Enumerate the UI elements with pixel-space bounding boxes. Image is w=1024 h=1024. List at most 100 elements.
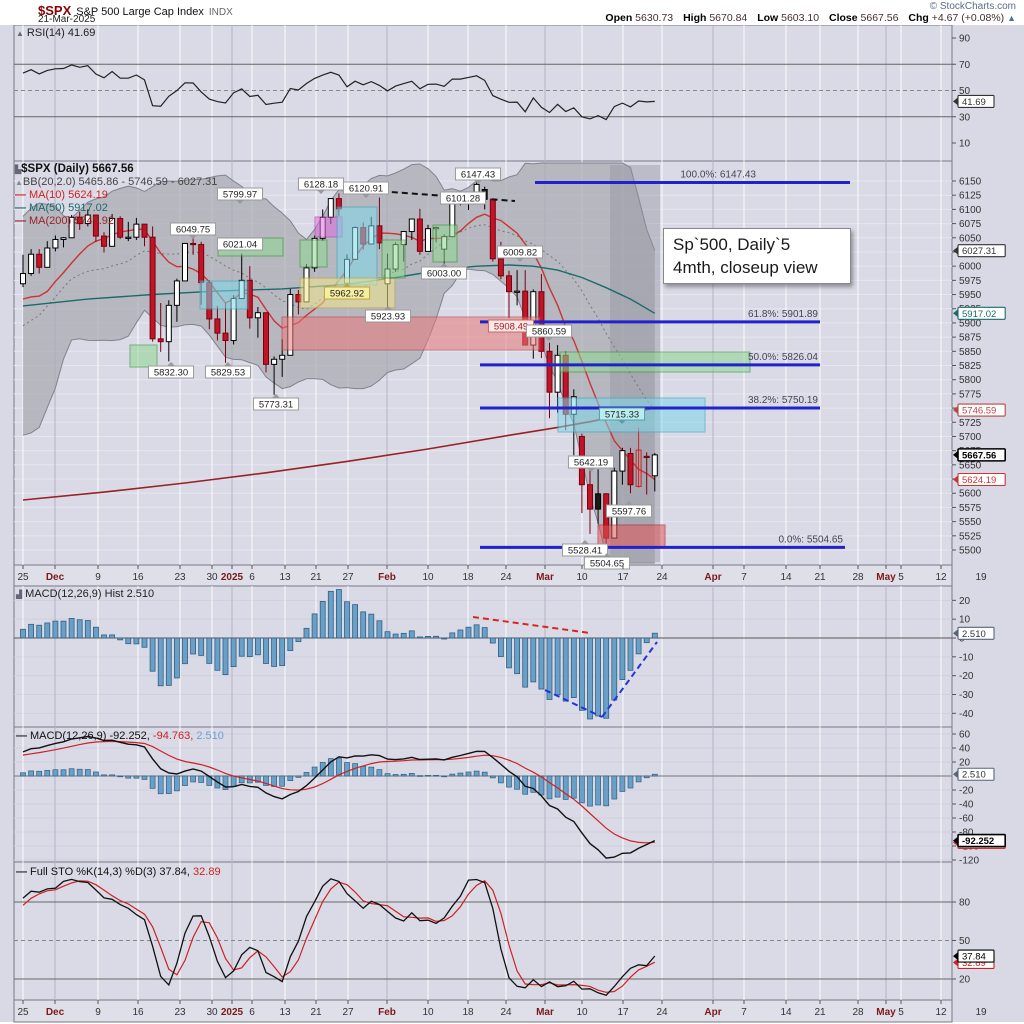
date-tick: 10	[576, 1007, 588, 1018]
svg-text:6021.04: 6021.04	[223, 240, 257, 251]
svg-text:6027.31: 6027.31	[962, 246, 996, 257]
date-tick: 25	[17, 1007, 29, 1018]
date-tick: 24	[656, 572, 668, 583]
ohlc-row: Open 5630.73 High 5670.84 Low 5603.10 Cl…	[598, 12, 1016, 24]
date-tick: 9	[95, 1007, 101, 1018]
svg-text:30: 30	[959, 112, 971, 123]
svg-text:20: 20	[959, 596, 971, 607]
header-left: $SPX S&P 500 Large Cap Index INDX	[38, 2, 233, 20]
svg-text:5597.76: 5597.76	[612, 507, 646, 518]
date-tick: 7	[741, 572, 747, 583]
svg-text:5962.92: 5962.92	[330, 289, 364, 300]
chart-date: 21-Mar-2025	[38, 14, 96, 25]
low-label: Low	[757, 12, 779, 24]
svg-text:70: 70	[959, 60, 971, 71]
chart-canvas: 100.0%: 6147.43 61.8%: 5901.89 50.0%: 5826…	[0, 25, 1024, 1023]
date-tick: 24	[500, 572, 512, 583]
svg-text:-40: -40	[959, 800, 974, 811]
svg-text:90: 90	[959, 34, 971, 45]
value-tag	[957, 244, 1006, 258]
svg-text:5600: 5600	[959, 489, 982, 500]
date-tick: 16	[132, 572, 144, 583]
date-tick: 21	[310, 1007, 322, 1018]
value-tag	[957, 448, 1007, 462]
green-box	[299, 239, 328, 268]
macd-panel-content	[14, 735, 952, 859]
date-tick: 13	[279, 572, 291, 583]
date-tick: 6	[249, 572, 255, 583]
svg-text:5667.56: 5667.56	[962, 450, 996, 461]
date-axis: 25 Dec 9 16 23 30 2025 6 13 21 27 Feb 10 18 24 Mar 10 17 2…	[17, 565, 987, 583]
date-tick: 18	[462, 572, 474, 583]
svg-text:5775: 5775	[959, 389, 982, 400]
svg-text:32.89: 32.89	[962, 958, 986, 969]
value-tag	[957, 626, 995, 640]
date-tick: Apr	[704, 572, 721, 583]
date-axis: 25 Dec 9 16 23 30 2025 6 13 21 27 Feb 10 18 24 Mar 10 17 2…	[17, 1000, 987, 1018]
sto-panel	[13, 861, 953, 1001]
price-label	[342, 181, 390, 195]
price-label	[567, 455, 615, 469]
svg-text:5950: 5950	[959, 290, 982, 301]
svg-text:5850: 5850	[959, 347, 982, 358]
date-tick: 25	[17, 572, 29, 583]
svg-text:-10: -10	[959, 652, 974, 663]
macd-panel	[13, 726, 953, 863]
price-label	[605, 504, 653, 518]
price-label	[216, 187, 264, 201]
fib-label: 50.0%: 5826.04	[748, 352, 818, 363]
svg-text:5773.31: 5773.31	[259, 400, 293, 411]
date-tick: Feb	[378, 572, 396, 583]
svg-text:50: 50	[959, 86, 971, 97]
svg-text:2.510: 2.510	[962, 770, 986, 781]
date-tick: Mar	[536, 572, 554, 583]
svg-text:10: 10	[959, 615, 971, 626]
svg-text:50: 50	[959, 936, 971, 947]
date-tick: 19	[975, 1007, 987, 1018]
right-axis: 9070503010615061256100607560506025600059…	[952, 34, 1007, 985]
svg-text:40: 40	[959, 744, 971, 755]
price-label	[323, 286, 371, 300]
rsi-panel	[13, 25, 953, 162]
date-tick: Feb	[378, 1007, 396, 1018]
high-label: High	[683, 12, 707, 24]
svg-text:20: 20	[959, 974, 971, 985]
date-tick: 14	[780, 1007, 792, 1018]
svg-text:5975: 5975	[959, 276, 982, 287]
svg-text:5917.02: 5917.02	[962, 309, 996, 320]
date-tick: 24	[500, 1007, 512, 1018]
svg-text:5923.93: 5923.93	[371, 312, 405, 323]
date-tick: 6	[249, 1007, 255, 1018]
annotation-note: Sp`500, Daily`5 4mth, closeup view	[663, 228, 851, 284]
sto-panel-content	[14, 878, 952, 996]
chg-value: +4.67 (+0.08%)	[931, 12, 1005, 24]
date-tick: 24	[656, 1007, 668, 1018]
date-tick: 9	[95, 572, 101, 583]
svg-text:20: 20	[959, 758, 971, 769]
svg-text:-20: -20	[959, 671, 974, 682]
value-tag	[957, 833, 1007, 848]
macd-line	[22, 735, 656, 859]
price-label	[420, 266, 468, 280]
svg-text:6050: 6050	[959, 233, 982, 244]
svg-text:6049.75: 6049.75	[176, 225, 210, 236]
date-tick: 7	[741, 1007, 747, 1018]
close-value: 5667.56	[860, 12, 899, 24]
high-value: 5670.84	[709, 12, 748, 24]
price-label	[496, 245, 544, 259]
svg-text:5504.65: 5504.65	[590, 559, 624, 570]
date-tick: 30	[206, 1007, 218, 1018]
date-tick: 16	[132, 1007, 144, 1018]
fib-label: 100.0%: 6147.43	[680, 169, 756, 180]
svg-text:-40: -40	[959, 709, 974, 720]
date-tick: 23	[174, 1007, 186, 1018]
date-tick: 2025	[221, 572, 244, 583]
svg-text:5528.41: 5528.41	[568, 546, 602, 557]
copyright-link[interactable]: © StockCharts.com	[929, 1, 1016, 12]
macd-hist-panel-content	[14, 589, 952, 720]
svg-text:10: 10	[959, 139, 971, 150]
svg-text:60: 60	[959, 730, 971, 741]
green-box	[559, 351, 751, 373]
date-tick: 17	[617, 572, 629, 583]
date-tick: 5	[898, 572, 904, 583]
